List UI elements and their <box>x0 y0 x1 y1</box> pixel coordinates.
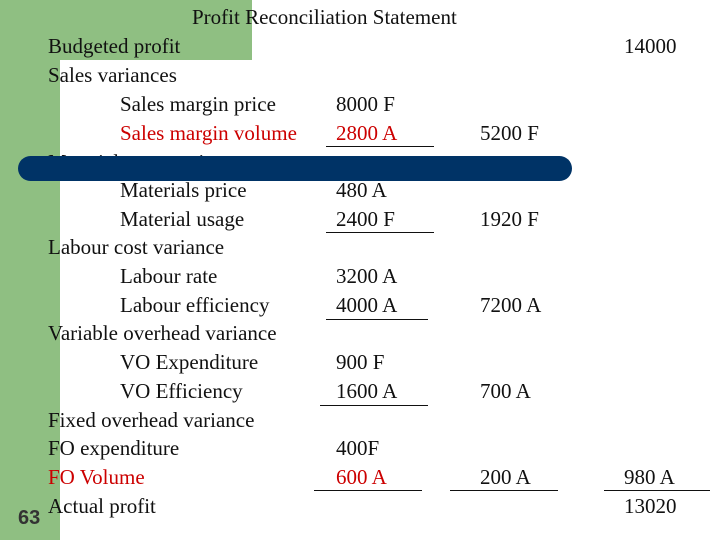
sales-subtotal: 5200 F <box>480 121 539 145</box>
materials-subtotal: 1920 F <box>480 207 539 231</box>
fixed-overhead-subtotal: 200 A <box>480 465 531 489</box>
sales-item-value: 8000 F <box>336 92 395 116</box>
materials-item-label: Material usage <box>120 207 245 231</box>
fixed-overhead-item-value: 400F <box>336 436 380 460</box>
green-side-bar <box>0 0 60 540</box>
underline <box>450 490 558 491</box>
page-title: Profit Reconciliation Statement <box>192 5 457 29</box>
sales-item-label: Sales margin volume <box>120 121 297 145</box>
materials-item-label: Materials price <box>120 178 247 202</box>
variable-overhead-item-label: VO Efficiency <box>120 379 243 403</box>
underline <box>326 146 434 147</box>
variable-overhead-item-value: 1600 A <box>336 379 398 403</box>
underline <box>314 490 422 491</box>
fixed-overhead-item-value: 600 A <box>336 465 387 489</box>
underline <box>326 319 428 320</box>
variable-overhead-subtotal: 700 A <box>480 379 531 403</box>
labour-item-label: Labour rate <box>120 264 218 288</box>
fixed-overhead-heading: Fixed overhead variance <box>48 408 255 432</box>
labour-item-value: 4000 A <box>336 293 398 317</box>
labour-item-label: Labour efficiency <box>120 293 270 317</box>
green-top-block <box>0 0 252 60</box>
page-number: 63 <box>18 507 41 529</box>
sales-heading: Sales variances <box>48 63 177 87</box>
fixed-overhead-item-label: FO Volume <box>48 465 145 489</box>
fixed-overhead-item-label: FO expenditure <box>48 436 180 460</box>
dark-blue-band <box>18 156 572 181</box>
underline <box>604 490 710 491</box>
variable-overhead-item-value: 900 F <box>336 350 385 374</box>
variable-overhead-item-label: VO Expenditure <box>120 350 259 374</box>
total-variance: 980 A <box>624 465 675 489</box>
materials-item-value: 2400 F <box>336 207 395 231</box>
sales-item-label: Sales margin price <box>120 92 276 116</box>
materials-item-value: 480 A <box>336 178 387 202</box>
labour-subtotal: 7200 A <box>480 293 542 317</box>
sales-item-value: 2800 A <box>336 121 398 145</box>
budgeted-profit-label: Budgeted profit <box>48 34 181 58</box>
variable-overhead-heading: Variable overhead variance <box>48 321 277 345</box>
labour-heading: Labour cost variance <box>48 235 225 259</box>
actual-profit-amount: 13020 <box>624 494 677 518</box>
underline <box>320 405 428 406</box>
labour-item-value: 3200 A <box>336 264 398 288</box>
actual-profit-label: Actual profit <box>48 494 156 518</box>
budgeted-profit-amount: 14000 <box>624 34 677 58</box>
underline <box>326 232 434 233</box>
